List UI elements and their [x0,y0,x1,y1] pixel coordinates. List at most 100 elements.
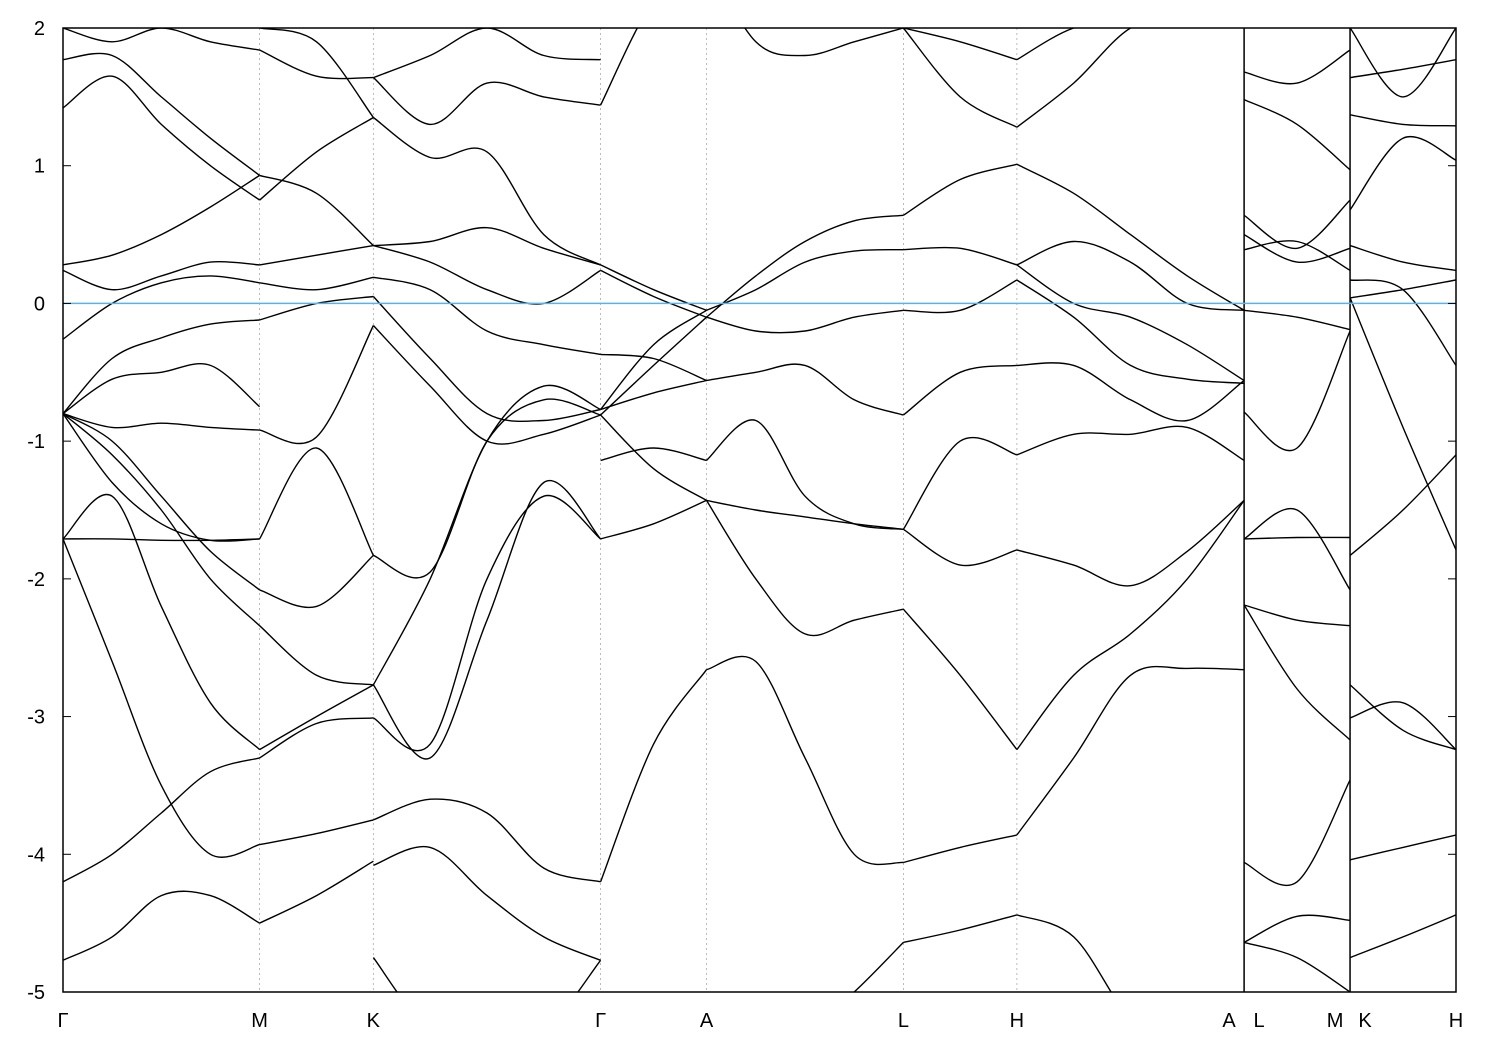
band-line-K-Γ-1 [373,845,601,961]
band-line-A-L-8 [706,214,904,318]
band-line-K-Γ-10 [373,244,601,305]
band-line-K-H-7 [1349,279,1456,366]
band-line-Γ-A-8 [600,264,707,311]
band-line-Γ-M-2 [63,538,260,858]
band-line-K-Γ-4 [372,479,602,760]
band-line-L-M-6 [1243,507,1351,591]
band-line-L-H-8 [903,163,1018,216]
band-line-L-M-13 [1243,49,1351,85]
band-line-Γ-M-9 [63,363,261,415]
band-line-K-H-3 [1349,684,1456,751]
y-tick-label: 1 [34,156,45,178]
band-line-A-L-9 [744,28,904,57]
band-line-H-A-9 [1016,163,1245,311]
bands [63,28,1456,992]
band-line-A-L-1 [853,941,904,992]
band-line-L-H-7 [903,246,1018,266]
band-line-Γ-A-3 [600,447,707,462]
band-line-L-H-9 [902,28,1018,128]
band-line-Γ-M-6 [63,412,261,591]
band-line-L-M-11 [1243,199,1351,250]
band-line-M-K-14 [259,28,374,118]
band-line-Γ-M-13 [63,174,260,266]
x-tick-label: Γ [57,1010,68,1032]
x-tick-label: H [1449,1010,1463,1032]
band-line-H-A-1 [1016,665,1245,836]
x-tick-label: Γ [595,1010,606,1032]
band-line-L-H-1 [903,834,1018,864]
band-line-M-K-8 [259,295,374,321]
band-line-K-Γ-7 [372,325,601,445]
band-line-M-K-5 [259,554,374,609]
x-tick-label: L [1254,1010,1265,1032]
band-line-H-A-0 [1016,914,1112,992]
band-line-Γ-M-0 [63,890,260,961]
y-tick-label: -4 [27,844,45,866]
band-line-A-L-6 [706,309,904,334]
band-line-H-A-2 [1016,499,1245,751]
band-line-Γ-A-2 [600,414,707,501]
band-line-M-K-10 [259,244,374,266]
band-line-M-K-2 [259,717,374,759]
plot-frame [62,27,1457,993]
band-line-Γ-A-5 [600,316,707,416]
band-line-K-H-9 [1349,135,1456,211]
band-line-M-K-13 [259,49,374,80]
band-line-K-H-2 [1349,701,1456,751]
band-line-A-L-5 [706,363,904,416]
band-line-Γ-M-8 [63,412,260,431]
band-line-A-L-2 [705,500,904,637]
band-line-K-Γ-5 [373,398,601,579]
band-line-Γ-M-12 [63,260,260,291]
band-line-K-Γ-13 [372,77,601,126]
y-tick-label: -1 [27,431,45,453]
band-line-K-H-10 [1349,114,1456,127]
band-line-L-H-2 [902,608,1018,751]
band-line-K-H-5 [1349,297,1456,551]
x-tick-label: H [1010,1010,1024,1032]
x-tick-label: L [898,1010,909,1032]
band-line-K-H-4 [1349,454,1456,556]
x-tick-label: M [1327,1010,1344,1032]
band-line-K-H-11 [1349,59,1456,79]
band-line-M-K-3 [259,684,374,751]
band-line-K-Γ-11 [373,226,601,266]
band-line-Γ-M-3 [63,493,261,751]
band-line-M-K-6 [259,447,375,556]
band-line-K-Γ-8 [372,296,601,423]
band-line-L-H-6 [903,279,1018,314]
band-line-K-H-0 [1349,914,1456,959]
band-line-Γ-A-4 [600,379,707,411]
band-line-M-K-11 [259,174,374,247]
band-line-K-H-8 [1349,244,1456,272]
band-line-L-M-7 [1243,330,1351,452]
band-line-Γ-M-5 [63,413,260,542]
band-line-K-Γ-14 [373,28,601,79]
band-line-Γ-A-0 [599,669,708,883]
band-line-L-H-0 [903,914,1018,944]
band-line-Γ-A-6 [600,309,707,410]
band-line-L-H-10 [903,28,1018,61]
band-line-H-A-6 [1016,279,1245,384]
band-line-K-Γ-2 [373,798,601,883]
band-line-M-K-12 [259,116,374,201]
band-line-M-K-1 [259,819,374,846]
band-line-Γ-M-16 [63,28,260,51]
band-line-K-Γ-9 [373,276,601,356]
band-line-Γ-A-10 [599,28,639,106]
band-line-A-L-4 [706,419,904,530]
band-line-M-K-7 [259,325,375,445]
band-line-L-M-3 [1243,604,1351,627]
band-line-H-A-7 [1016,264,1245,382]
band-line-H-A-11 [1016,28,1077,61]
band-line-H-A-4 [1016,425,1245,462]
band-line-K-H-1 [1349,834,1456,861]
band-line-K-Γ-12 [372,116,601,266]
band-line-Γ-M-15 [63,52,261,176]
band-line-K-Γ-3 [373,494,602,752]
x-tick-label: A [700,1010,714,1032]
band-line-H-A-5 [1016,362,1245,422]
y-tick-label: 0 [34,293,45,315]
